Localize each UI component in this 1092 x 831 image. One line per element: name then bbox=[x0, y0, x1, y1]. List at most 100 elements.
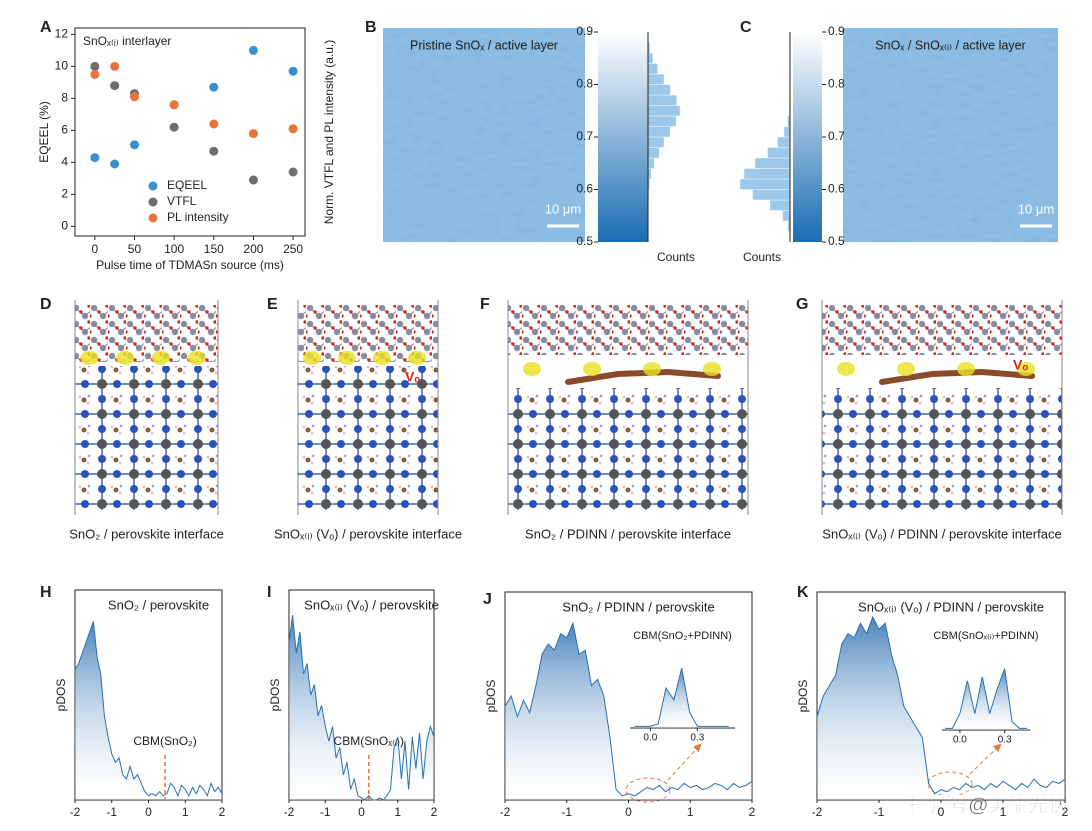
x-tick-label: 2 bbox=[749, 805, 756, 819]
histogram-bar bbox=[647, 63, 658, 75]
x-tick-label: 0 bbox=[938, 805, 945, 819]
chart-title: SnO₂ / perovskite bbox=[108, 597, 209, 612]
histogram-bar bbox=[777, 136, 791, 148]
x-tick-label: 250 bbox=[283, 242, 303, 256]
point bbox=[90, 61, 100, 71]
area bbox=[944, 668, 1028, 730]
x-axis-label: Counts bbox=[743, 250, 781, 264]
y-tick-label: 0.9 bbox=[828, 24, 845, 38]
perovskite-layer bbox=[75, 366, 218, 510]
panel-label: C bbox=[740, 19, 752, 36]
structure-caption: SnO₂ / perovskite interface bbox=[69, 526, 224, 541]
panel-label: I bbox=[267, 584, 271, 601]
histogram-bar bbox=[647, 73, 665, 85]
charge-density bbox=[303, 351, 321, 365]
x-tick-label: 100 bbox=[164, 242, 184, 256]
histogram-bar bbox=[647, 136, 665, 148]
y-axis-label: pDOS bbox=[268, 679, 282, 712]
y-tick-label: 0.9 bbox=[576, 24, 593, 38]
x-tick-label: -1 bbox=[874, 805, 885, 819]
x-tick-label: 50 bbox=[128, 242, 142, 256]
charge-density bbox=[338, 351, 356, 365]
legend-marker bbox=[148, 213, 158, 223]
y-tick-label: 0.8 bbox=[828, 77, 845, 91]
line bbox=[504, 621, 753, 797]
x-tick-label: 0 bbox=[145, 805, 152, 819]
y-tick-label: 0.5 bbox=[576, 234, 593, 248]
plot-frame bbox=[74, 27, 306, 237]
line bbox=[288, 615, 435, 801]
chart-title: SnOₓ₍ᵢ₎ interlayer bbox=[83, 34, 171, 48]
structure-caption: SnOₓ₍ᵢ₎ (Vₒ) / perovskite interface bbox=[274, 526, 462, 541]
histogram-bar bbox=[647, 94, 677, 106]
pdinn-molecule bbox=[879, 368, 1035, 385]
charge-density bbox=[116, 351, 135, 365]
point bbox=[288, 124, 298, 134]
point bbox=[288, 66, 298, 76]
image-label: Pristine SnOₓ / active layer bbox=[410, 38, 558, 52]
oxide-layer bbox=[822, 305, 1062, 355]
charge-density bbox=[1017, 362, 1035, 376]
histogram-bar bbox=[647, 84, 671, 96]
pdinn-molecule bbox=[565, 368, 721, 385]
histogram-bar bbox=[754, 157, 791, 169]
x-tick-label: 0.0 bbox=[643, 733, 657, 744]
x-tick-label: 0.3 bbox=[690, 733, 704, 744]
x-tick-label: 200 bbox=[243, 242, 263, 256]
charge-density bbox=[80, 351, 99, 365]
y-tick-label: 8 bbox=[61, 91, 68, 105]
charge-density bbox=[837, 362, 855, 376]
x-tick-label: -1 bbox=[320, 805, 331, 819]
x-tick-label: -1 bbox=[106, 805, 117, 819]
point bbox=[288, 167, 298, 177]
point bbox=[110, 81, 120, 91]
area bbox=[289, 615, 434, 800]
panel-label: D bbox=[40, 296, 52, 313]
panel-label: J bbox=[483, 591, 492, 608]
x-tick-label: 1 bbox=[1000, 805, 1007, 819]
y-tick-label: 4 bbox=[61, 155, 68, 169]
y-tick-label: 6 bbox=[61, 123, 68, 137]
x-tick-label: 0 bbox=[358, 805, 365, 819]
panel-label: A bbox=[40, 19, 52, 36]
charge-density bbox=[897, 362, 915, 376]
point bbox=[169, 100, 179, 110]
point bbox=[110, 61, 120, 71]
x-axis-label: Pulse time of TDMASn source (ms) bbox=[96, 258, 284, 272]
x-axis-label: Counts bbox=[657, 250, 695, 264]
histogram-bar bbox=[739, 178, 791, 190]
y-tick-label: 0.7 bbox=[828, 129, 845, 143]
y-tick-label: 0.7 bbox=[576, 129, 593, 143]
point bbox=[248, 175, 258, 185]
histogram-bar bbox=[783, 126, 791, 138]
point bbox=[248, 129, 258, 139]
charge-density bbox=[187, 351, 206, 365]
y-axis-label: pDOS bbox=[484, 680, 498, 713]
panel-label: K bbox=[797, 584, 809, 601]
area bbox=[634, 668, 729, 728]
point bbox=[90, 153, 100, 163]
x-tick-label: 150 bbox=[204, 242, 224, 256]
x-tick-label: 1 bbox=[394, 805, 401, 819]
x-tick-label: 2 bbox=[1062, 805, 1069, 819]
legend-label: EQEEL bbox=[167, 178, 207, 192]
point bbox=[209, 82, 219, 92]
highlight-ellipse bbox=[927, 771, 973, 797]
annotation-label: CBM(SnO₂) bbox=[133, 734, 196, 748]
x-tick-label: -2 bbox=[284, 805, 295, 819]
panel-label: H bbox=[40, 584, 52, 601]
y-tick-label: 2 bbox=[61, 187, 68, 201]
histogram-bar bbox=[647, 147, 660, 159]
point bbox=[110, 159, 120, 169]
histogram-bar bbox=[647, 52, 654, 64]
histogram-bar bbox=[752, 189, 791, 201]
chart-title: SnOₓ₍ᵢ₎ (Vₒ) / perovskite bbox=[304, 597, 439, 612]
histogram-bar bbox=[769, 199, 791, 211]
point bbox=[169, 122, 179, 132]
point bbox=[129, 92, 139, 102]
histogram-bar bbox=[647, 115, 677, 127]
perovskite-layer bbox=[298, 366, 438, 510]
